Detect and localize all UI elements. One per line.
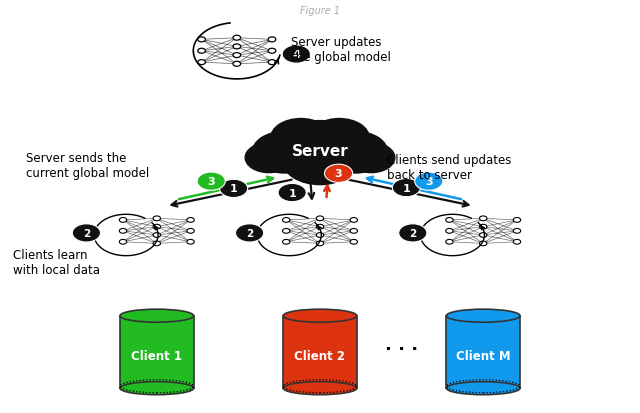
- Circle shape: [316, 241, 324, 246]
- Circle shape: [445, 218, 453, 223]
- Circle shape: [119, 240, 127, 244]
- Circle shape: [187, 218, 195, 223]
- Text: 1: 1: [403, 183, 410, 193]
- Circle shape: [316, 225, 324, 230]
- Text: Client M: Client M: [456, 349, 511, 362]
- Circle shape: [276, 121, 364, 177]
- Circle shape: [268, 61, 276, 65]
- Circle shape: [347, 142, 396, 174]
- Circle shape: [350, 218, 358, 223]
- Circle shape: [445, 240, 453, 244]
- Text: 2: 2: [409, 228, 417, 238]
- Circle shape: [301, 134, 365, 176]
- Circle shape: [187, 229, 195, 234]
- Text: 2: 2: [246, 228, 253, 238]
- Ellipse shape: [447, 382, 520, 395]
- FancyBboxPatch shape: [447, 316, 520, 388]
- Circle shape: [197, 173, 225, 191]
- Ellipse shape: [447, 309, 520, 323]
- Circle shape: [198, 61, 205, 65]
- Circle shape: [153, 241, 161, 246]
- Circle shape: [252, 131, 318, 174]
- Text: 4: 4: [292, 50, 300, 60]
- Circle shape: [119, 229, 127, 234]
- Text: 3: 3: [335, 169, 342, 179]
- Circle shape: [415, 173, 443, 191]
- Circle shape: [316, 216, 324, 221]
- Circle shape: [392, 179, 420, 197]
- Text: · · ·: · · ·: [385, 340, 419, 358]
- Circle shape: [153, 216, 161, 221]
- Text: 1: 1: [288, 188, 296, 198]
- Circle shape: [513, 229, 521, 234]
- Ellipse shape: [283, 382, 357, 395]
- Circle shape: [220, 180, 248, 198]
- Circle shape: [268, 38, 276, 43]
- Circle shape: [278, 184, 307, 202]
- Circle shape: [282, 229, 290, 234]
- Text: Server updates
the global model: Server updates the global model: [291, 36, 391, 64]
- Circle shape: [268, 49, 276, 54]
- Text: Clients learn
with local data: Clients learn with local data: [13, 248, 100, 276]
- Circle shape: [233, 45, 241, 50]
- Circle shape: [445, 229, 453, 234]
- Ellipse shape: [283, 309, 357, 323]
- Circle shape: [324, 165, 353, 183]
- Circle shape: [233, 36, 241, 41]
- Circle shape: [275, 134, 339, 176]
- Circle shape: [350, 229, 358, 234]
- Circle shape: [233, 54, 241, 58]
- Text: Figure 1: Figure 1: [300, 6, 340, 16]
- Text: Clients send updates
back to server: Clients send updates back to server: [387, 153, 511, 181]
- Circle shape: [233, 62, 241, 67]
- Text: Server: Server: [292, 143, 348, 158]
- Circle shape: [282, 218, 290, 223]
- FancyBboxPatch shape: [120, 316, 193, 388]
- Text: Client 1: Client 1: [131, 349, 182, 362]
- Circle shape: [153, 233, 161, 238]
- Text: 1: 1: [230, 184, 237, 194]
- Circle shape: [479, 216, 487, 221]
- Circle shape: [479, 233, 487, 238]
- Circle shape: [399, 224, 427, 242]
- Ellipse shape: [120, 309, 194, 323]
- Text: 3: 3: [207, 177, 215, 187]
- Circle shape: [350, 240, 358, 244]
- Circle shape: [322, 131, 388, 174]
- Circle shape: [119, 218, 127, 223]
- Circle shape: [244, 142, 293, 174]
- FancyBboxPatch shape: [283, 316, 357, 388]
- Circle shape: [198, 49, 205, 54]
- Circle shape: [479, 225, 487, 230]
- Ellipse shape: [120, 382, 194, 395]
- Circle shape: [513, 240, 521, 244]
- Circle shape: [72, 224, 100, 242]
- Circle shape: [282, 240, 290, 244]
- Circle shape: [282, 46, 310, 64]
- Circle shape: [187, 240, 195, 244]
- Text: 3: 3: [425, 177, 433, 187]
- Circle shape: [198, 38, 205, 43]
- Text: Server sends the
current global model: Server sends the current global model: [26, 151, 149, 179]
- Circle shape: [316, 233, 324, 238]
- Circle shape: [308, 119, 370, 158]
- Text: 2: 2: [83, 228, 90, 238]
- Circle shape: [479, 241, 487, 246]
- Circle shape: [513, 218, 521, 223]
- Circle shape: [153, 225, 161, 230]
- Circle shape: [270, 119, 332, 158]
- Circle shape: [236, 224, 264, 242]
- Circle shape: [282, 136, 358, 186]
- Text: Client 2: Client 2: [294, 349, 346, 362]
